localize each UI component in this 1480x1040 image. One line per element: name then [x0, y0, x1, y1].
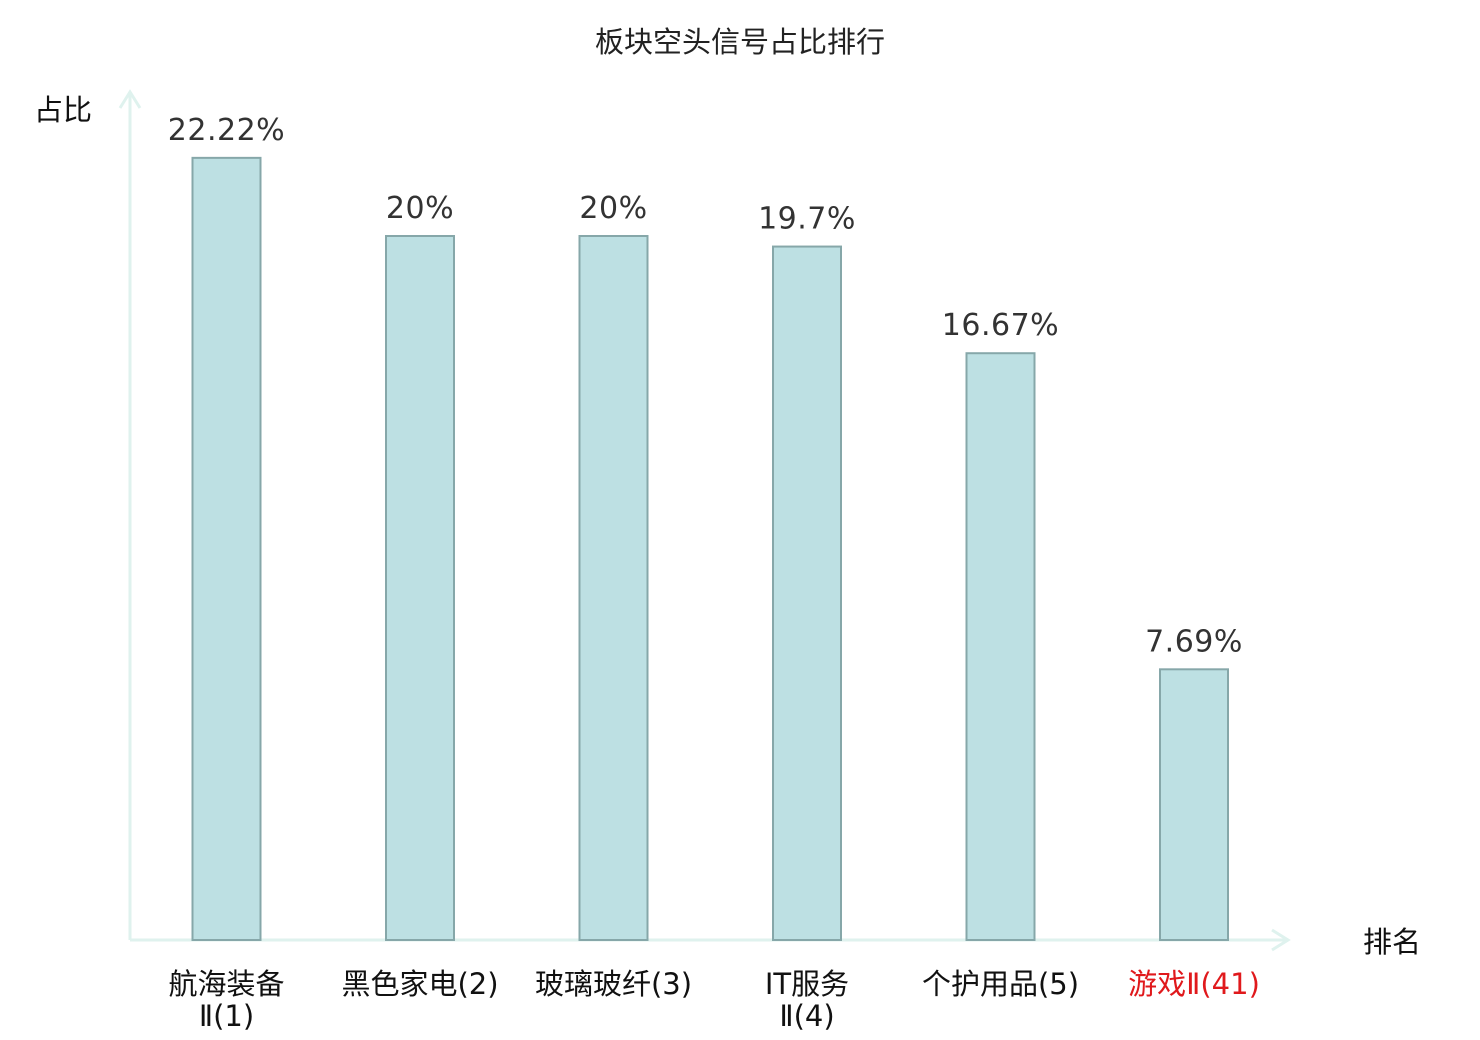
category-labels-group: 航海装备 Ⅱ(1) 黑色家电(2) 玻璃玻纤(3) IT服务 Ⅱ(4) 个护用品(5) 游戏Ⅱ… [168, 967, 1259, 1033]
data-label: 20% [579, 191, 647, 226]
x-tick-label-line: 游戏Ⅱ(41) [1128, 967, 1260, 1001]
data-label: 20% [386, 191, 454, 226]
x-tick-label: 个护用品(5) [922, 967, 1079, 1001]
chart-title: 板块空头信号占比排行 [595, 25, 885, 59]
y-axis-arrow [118, 89, 142, 109]
data-label: 19.7% [758, 202, 856, 237]
y-axis-label: 占比 [34, 93, 92, 127]
x-tick-label: 黑色家电(2) [341, 967, 498, 1001]
x-tick-label: 航海装备 Ⅱ(1) [168, 967, 284, 1033]
bar [578, 235, 649, 941]
x-tick-label-line: IT服务 [765, 967, 849, 1001]
data-label: 16.67% [942, 308, 1059, 343]
bar [965, 352, 1036, 941]
bar [191, 156, 262, 941]
x-tick-label: 游戏Ⅱ(41) [1128, 967, 1260, 1001]
x-axis-label: 排名 [1363, 925, 1421, 959]
x-tick-label-line: 黑色家电(2) [341, 967, 498, 1001]
data-label: 22.22% [168, 113, 285, 148]
bar [772, 245, 842, 941]
value-labels-group: 22.22% 20% 20% 19.7% 16.67% 7.69% [168, 113, 1243, 659]
x-tick-label-line: Ⅱ(4) [779, 999, 834, 1033]
bar [1159, 668, 1229, 941]
x-tick-label-line: Ⅱ(1) [199, 999, 254, 1033]
x-tick-label-line: 玻璃玻纤(3) [535, 967, 692, 1001]
axes [118, 89, 1291, 952]
data-label: 7.69% [1145, 624, 1243, 659]
bar [385, 235, 455, 941]
x-tick-label-line: 个护用品(5) [922, 967, 1079, 1001]
x-tick-label: 玻璃玻纤(3) [535, 967, 692, 1001]
x-tick-label: IT服务 Ⅱ(4) [765, 967, 849, 1033]
x-tick-label-line: 航海装备 [168, 967, 284, 1001]
x-axis-arrow [1271, 928, 1291, 952]
bars-group [191, 156, 1229, 941]
